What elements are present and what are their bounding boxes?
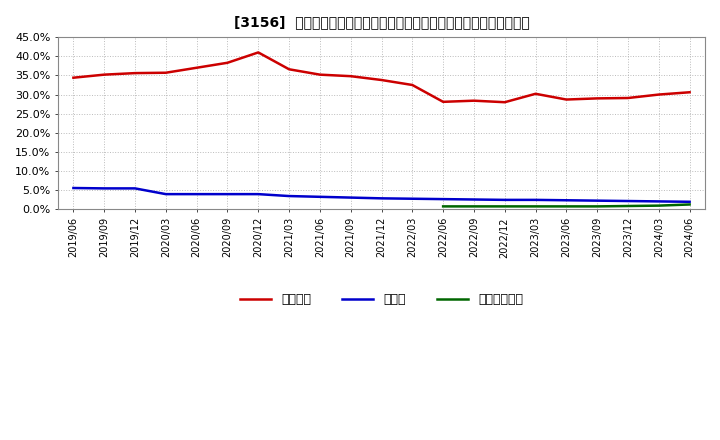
Legend: 自己資本, のれん, 繰延税金資産: 自己資本, のれん, 繰延税金資産: [235, 288, 528, 311]
自己資本: [531, 91, 540, 96]
のれん: [161, 191, 170, 197]
自己資本: [562, 97, 571, 102]
のれん: [500, 197, 509, 202]
のれん: [192, 191, 201, 197]
のれん: [315, 194, 324, 199]
のれん: [285, 194, 294, 199]
自己資本: [654, 92, 663, 97]
自己資本: [100, 72, 109, 77]
自己資本: [161, 70, 170, 75]
のれん: [654, 199, 663, 204]
自己資本: [593, 96, 601, 101]
繰延税金資産: [593, 204, 601, 209]
のれん: [131, 186, 140, 191]
繰延税金資産: [531, 204, 540, 209]
のれん: [100, 186, 109, 191]
のれん: [531, 197, 540, 202]
のれん: [377, 196, 386, 201]
繰延税金資産: [562, 204, 571, 209]
自己資本: [469, 98, 478, 103]
Title: [3156]  自己資本、のれん、繰延税金資産の総資産に対する比率の推移: [3156] 自己資本、のれん、繰延税金資産の総資産に対する比率の推移: [233, 15, 529, 29]
自己資本: [624, 95, 632, 101]
繰延税金資産: [438, 204, 447, 209]
繰延税金資産: [469, 204, 478, 209]
自己資本: [315, 72, 324, 77]
自己資本: [285, 66, 294, 72]
自己資本: [346, 73, 355, 79]
のれん: [593, 198, 601, 203]
のれん: [438, 197, 447, 202]
のれん: [254, 191, 263, 197]
自己資本: [131, 70, 140, 76]
のれん: [469, 197, 478, 202]
自己資本: [685, 90, 694, 95]
自己資本: [69, 75, 78, 81]
のれん: [223, 191, 232, 197]
のれん: [562, 198, 571, 203]
自己資本: [438, 99, 447, 104]
Line: 繰延税金資産: 繰延税金資産: [443, 205, 690, 206]
Line: のれん: のれん: [73, 188, 690, 202]
のれん: [685, 199, 694, 205]
繰延税金資産: [500, 204, 509, 209]
自己資本: [192, 65, 201, 70]
のれん: [69, 185, 78, 191]
のれん: [624, 198, 632, 204]
繰延税金資産: [624, 203, 632, 209]
のれん: [346, 195, 355, 200]
自己資本: [223, 60, 232, 66]
繰延税金資産: [654, 203, 663, 208]
自己資本: [500, 99, 509, 105]
自己資本: [408, 82, 417, 88]
Line: 自己資本: 自己資本: [73, 52, 690, 102]
のれん: [408, 196, 417, 202]
繰延税金資産: [685, 202, 694, 207]
自己資本: [377, 77, 386, 83]
自己資本: [254, 50, 263, 55]
